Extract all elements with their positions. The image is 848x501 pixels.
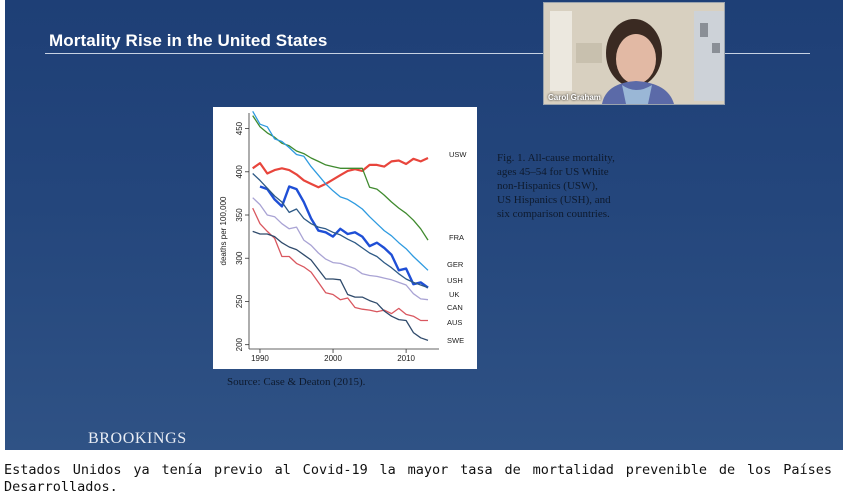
- series-label-ger: GER: [447, 260, 464, 269]
- caption-line: six comparison countries.: [497, 208, 610, 220]
- series-line-ger: [252, 110, 429, 271]
- y-tick-label-250: 250: [235, 294, 244, 308]
- series-label-aus: AUS: [447, 318, 462, 327]
- caption-line: non-Hispanics (USW),: [497, 180, 598, 192]
- x-tick-label-2000: 2000: [324, 354, 342, 363]
- x-tick-label-2010: 2010: [397, 354, 415, 363]
- mortality-line-chart: 200 250 300 350 400 450 1990 2000 2010 deaths per…: [219, 110, 467, 363]
- y-tick-label-350: 350: [235, 208, 244, 222]
- caption-line: ages 45–54 for US White: [497, 166, 609, 178]
- series-label-uk: UK: [449, 290, 459, 299]
- y-tick-label-300: 300: [235, 251, 244, 265]
- series-label-usw: USW: [449, 150, 467, 159]
- series-line-fra: [252, 115, 429, 241]
- figure-caption: Fig. 1. All-cause mortality, ages 45–54 …: [497, 151, 647, 221]
- y-tick-label-400: 400: [235, 165, 244, 179]
- series-label-ush: USH: [447, 276, 463, 285]
- brookings-logo: BROOKINGS: [88, 430, 187, 447]
- series-line-aus: [252, 207, 428, 322]
- title-divider: [45, 53, 810, 54]
- speaker-name: Carol Graham: [548, 93, 601, 102]
- source-note: Source: Case & Deaton (2015).: [227, 376, 366, 388]
- series-label-swe: SWE: [447, 336, 464, 345]
- series-line-can: [252, 197, 429, 301]
- series-label-can: CAN: [447, 303, 463, 312]
- speaker-video-tile[interactable]: Carol Graham: [543, 2, 725, 105]
- series-line-uk: [252, 173, 429, 289]
- caption-line: US Hispanics (USH), and: [497, 194, 611, 206]
- y-tick-label-200: 200: [235, 337, 244, 351]
- presentation-slide: Mortality Rise in the United States 200 2…: [5, 0, 843, 450]
- chart-panel: 200 250 300 350 400 450 1990 2000 2010 deaths per…: [213, 107, 477, 369]
- series-line-usw: [252, 157, 429, 189]
- subtitle-caption: Estados Unidos ya tenía previo al Covid-…: [4, 462, 832, 495]
- y-tick-label-450: 450: [235, 121, 244, 135]
- series-line-ush: [259, 185, 429, 289]
- speaker-video-frame: [544, 3, 724, 104]
- slide-title: Mortality Rise in the United States: [49, 31, 328, 50]
- series-label-fra: FRA: [449, 233, 464, 242]
- caption-line: Fig. 1. All-cause mortality,: [497, 152, 615, 164]
- y-axis-title: deaths per 100,000: [219, 196, 228, 265]
- series-line-swe: [252, 230, 429, 342]
- x-tick-label-1990: 1990: [251, 354, 269, 363]
